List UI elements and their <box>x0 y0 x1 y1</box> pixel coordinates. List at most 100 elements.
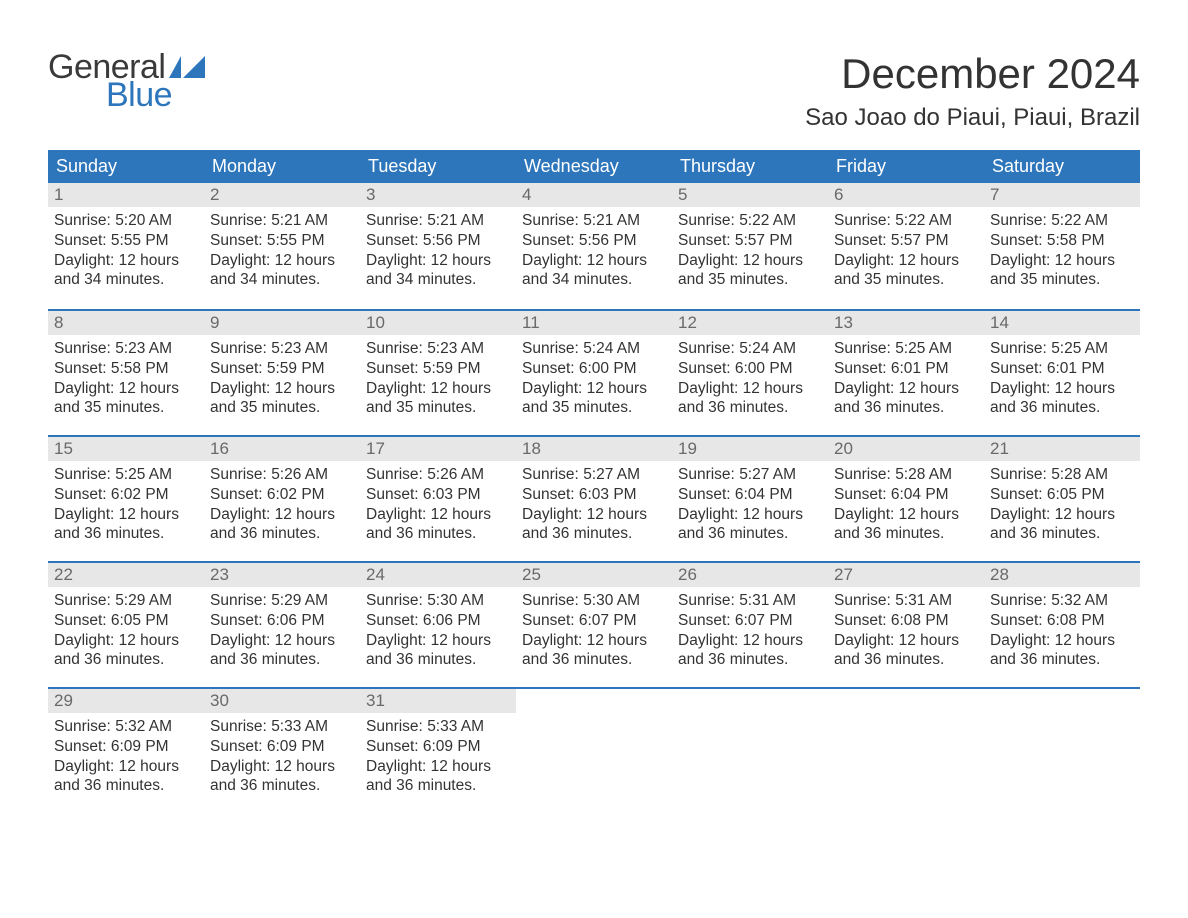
sunrise-label: Sunrise: <box>990 592 1047 609</box>
day-cell: 26Sunrise: 5:31 AMSunset: 6:07 PMDayligh… <box>672 563 828 687</box>
daylight-label: Daylight: <box>834 506 894 523</box>
day-cell: 21Sunrise: 5:28 AMSunset: 6:05 PMDayligh… <box>984 437 1140 561</box>
sunrise-value: 5:31 AM <box>739 592 796 609</box>
sunrise-line: Sunrise: 5:30 AM <box>522 591 666 611</box>
sunset-value: 6:05 PM <box>1047 486 1105 503</box>
sunset-value: 6:07 PM <box>579 612 637 629</box>
day-cell: 19Sunrise: 5:27 AMSunset: 6:04 PMDayligh… <box>672 437 828 561</box>
day-header: Tuesday <box>360 150 516 183</box>
sunset-line: Sunset: 6:01 PM <box>834 359 978 379</box>
empty-day-cell <box>984 689 1140 813</box>
sunrise-label: Sunrise: <box>54 212 111 229</box>
daylight-label: Daylight: <box>834 252 894 269</box>
sunset-label: Sunset: <box>54 612 107 629</box>
daylight-line: Daylight: 12 hours and 36 minutes. <box>210 631 354 671</box>
sunrise-value: 5:22 AM <box>895 212 952 229</box>
day-cell: 20Sunrise: 5:28 AMSunset: 6:04 PMDayligh… <box>828 437 984 561</box>
day-cell: 18Sunrise: 5:27 AMSunset: 6:03 PMDayligh… <box>516 437 672 561</box>
daylight-label: Daylight: <box>366 506 426 523</box>
sunset-value: 6:03 PM <box>423 486 481 503</box>
daylight-label: Daylight: <box>522 632 582 649</box>
sunset-label: Sunset: <box>522 232 575 249</box>
sunrise-label: Sunrise: <box>210 592 267 609</box>
sunrise-label: Sunrise: <box>54 592 111 609</box>
daylight-label: Daylight: <box>54 632 114 649</box>
sunrise-line: Sunrise: 5:22 AM <box>678 211 822 231</box>
sunset-line: Sunset: 6:09 PM <box>210 737 354 757</box>
day-header: Thursday <box>672 150 828 183</box>
day-number-row: 12 <box>672 311 828 335</box>
day-cell: 17Sunrise: 5:26 AMSunset: 6:03 PMDayligh… <box>360 437 516 561</box>
sunrise-value: 5:33 AM <box>271 718 328 735</box>
sunset-label: Sunset: <box>834 360 887 377</box>
sunrise-value: 5:28 AM <box>895 466 952 483</box>
daylight-line: Daylight: 12 hours and 36 minutes. <box>990 379 1134 419</box>
sunrise-line: Sunrise: 5:23 AM <box>366 339 510 359</box>
day-body: Sunrise: 5:25 AMSunset: 6:02 PMDaylight:… <box>48 461 204 544</box>
day-number-row: 18 <box>516 437 672 461</box>
brand-logo: General Blue <box>48 50 205 112</box>
sunset-value: 6:01 PM <box>891 360 949 377</box>
sunset-value: 6:01 PM <box>1047 360 1105 377</box>
daylight-line: Daylight: 12 hours and 36 minutes. <box>678 379 822 419</box>
sunset-label: Sunset: <box>834 612 887 629</box>
sunrise-value: 5:29 AM <box>115 592 172 609</box>
sunrise-value: 5:27 AM <box>739 466 796 483</box>
sunset-value: 5:56 PM <box>579 232 637 249</box>
empty-day-cell <box>672 689 828 813</box>
day-number: 18 <box>522 439 541 458</box>
sunset-label: Sunset: <box>678 486 731 503</box>
calendar-week: 29Sunrise: 5:32 AMSunset: 6:09 PMDayligh… <box>48 687 1140 813</box>
daylight-label: Daylight: <box>834 632 894 649</box>
sunset-label: Sunset: <box>990 486 1043 503</box>
sunrise-value: 5:24 AM <box>583 340 640 357</box>
sunset-line: Sunset: 6:08 PM <box>834 611 978 631</box>
sunset-value: 5:59 PM <box>267 360 325 377</box>
daylight-line: Daylight: 12 hours and 36 minutes. <box>678 631 822 671</box>
day-body: Sunrise: 5:28 AMSunset: 6:04 PMDaylight:… <box>828 461 984 544</box>
sunset-value: 5:59 PM <box>423 360 481 377</box>
day-number-row: 24 <box>360 563 516 587</box>
sunset-line: Sunset: 5:59 PM <box>366 359 510 379</box>
day-number: 19 <box>678 439 697 458</box>
sunset-line: Sunset: 6:03 PM <box>366 485 510 505</box>
daylight-label: Daylight: <box>678 506 738 523</box>
sunrise-line: Sunrise: 5:33 AM <box>366 717 510 737</box>
day-number: 16 <box>210 439 229 458</box>
day-cell: 25Sunrise: 5:30 AMSunset: 6:07 PMDayligh… <box>516 563 672 687</box>
day-cell: 22Sunrise: 5:29 AMSunset: 6:05 PMDayligh… <box>48 563 204 687</box>
day-number-row: 5 <box>672 183 828 207</box>
day-body: Sunrise: 5:29 AMSunset: 6:06 PMDaylight:… <box>204 587 360 670</box>
daylight-line: Daylight: 12 hours and 35 minutes. <box>834 251 978 291</box>
sunset-value: 6:09 PM <box>111 738 169 755</box>
daylight-label: Daylight: <box>366 380 426 397</box>
sunset-label: Sunset: <box>54 738 107 755</box>
sunset-line: Sunset: 6:03 PM <box>522 485 666 505</box>
sunset-value: 5:58 PM <box>1047 232 1105 249</box>
day-body: Sunrise: 5:24 AMSunset: 6:00 PMDaylight:… <box>516 335 672 418</box>
sunset-label: Sunset: <box>366 232 419 249</box>
day-body: Sunrise: 5:31 AMSunset: 6:07 PMDaylight:… <box>672 587 828 670</box>
sunrise-value: 5:21 AM <box>271 212 328 229</box>
day-body: Sunrise: 5:23 AMSunset: 5:59 PMDaylight:… <box>204 335 360 418</box>
sunset-line: Sunset: 5:55 PM <box>210 231 354 251</box>
day-number: 12 <box>678 313 697 332</box>
day-number-row: 21 <box>984 437 1140 461</box>
day-number: 3 <box>366 185 375 204</box>
sunset-line: Sunset: 6:08 PM <box>990 611 1134 631</box>
sunrise-value: 5:21 AM <box>427 212 484 229</box>
sunrise-line: Sunrise: 5:21 AM <box>522 211 666 231</box>
sunset-label: Sunset: <box>678 232 731 249</box>
sunrise-value: 5:30 AM <box>583 592 640 609</box>
daylight-label: Daylight: <box>210 758 270 775</box>
day-cell: 14Sunrise: 5:25 AMSunset: 6:01 PMDayligh… <box>984 311 1140 435</box>
day-number-row: 19 <box>672 437 828 461</box>
sunset-label: Sunset: <box>210 738 263 755</box>
sunrise-value: 5:28 AM <box>1051 466 1108 483</box>
day-body: Sunrise: 5:21 AMSunset: 5:56 PMDaylight:… <box>360 207 516 290</box>
sunrise-value: 5:25 AM <box>1051 340 1108 357</box>
daylight-label: Daylight: <box>54 758 114 775</box>
day-number: 14 <box>990 313 1009 332</box>
day-body: Sunrise: 5:30 AMSunset: 6:07 PMDaylight:… <box>516 587 672 670</box>
calendar-week: 22Sunrise: 5:29 AMSunset: 6:05 PMDayligh… <box>48 561 1140 687</box>
